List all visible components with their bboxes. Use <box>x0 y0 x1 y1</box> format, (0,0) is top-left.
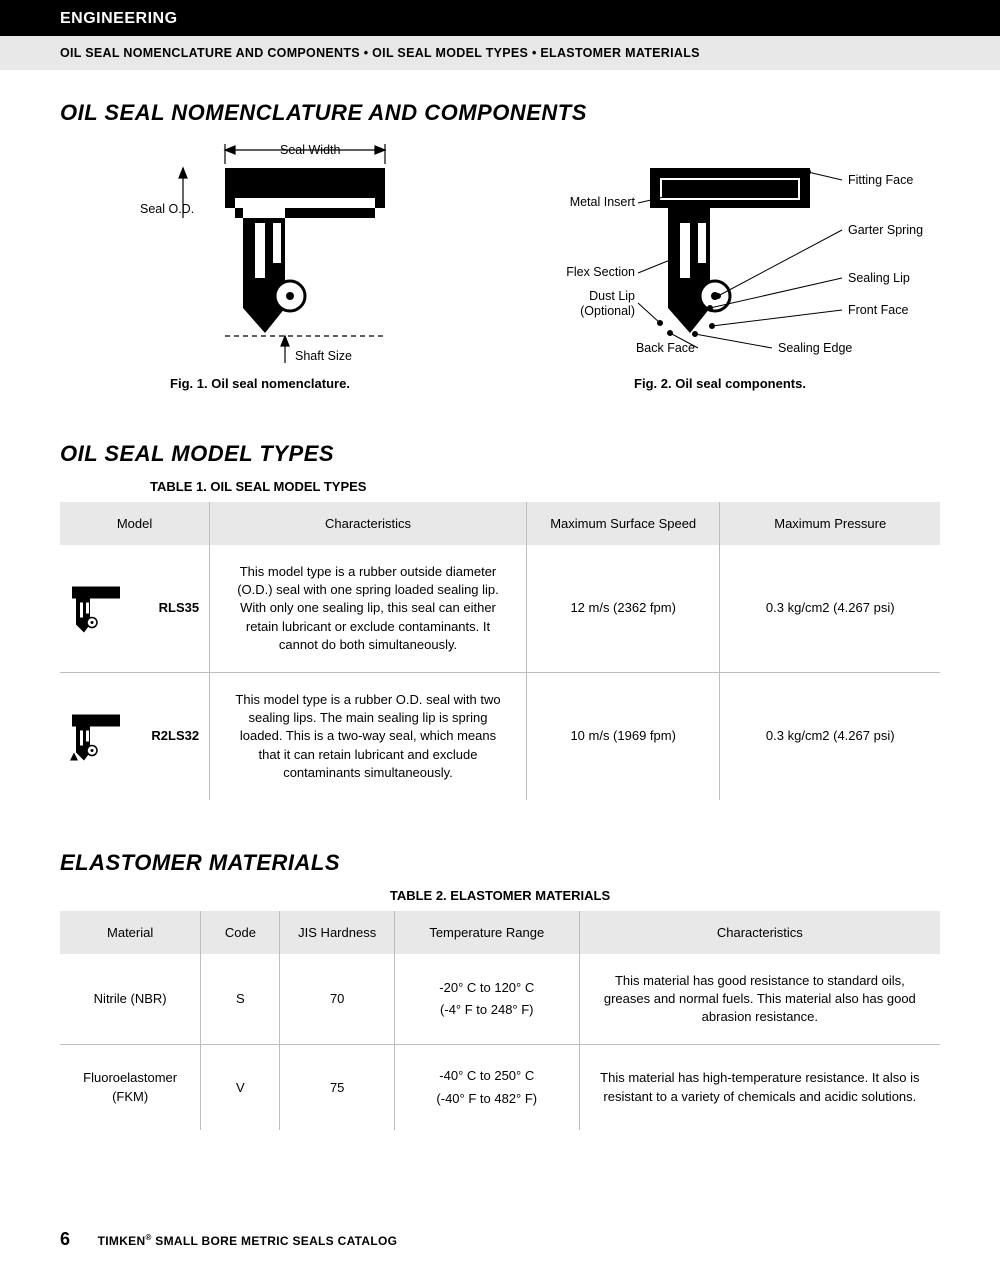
label-seal-width: Seal Width <box>280 143 340 157</box>
label-flex-section: Flex Section <box>566 265 635 279</box>
cell-char: This model type is a rubber O.D. seal wi… <box>210 672 527 799</box>
label-metal-insert: Metal Insert <box>570 195 636 209</box>
cell-char: This model type is a rubber outside diam… <box>210 545 527 672</box>
table-row: Nitrile (NBR) S 70 -20° C to 120° C (-4°… <box>60 954 940 1045</box>
cell-model: R2LS32 <box>60 672 210 799</box>
label-front-face: Front Face <box>848 303 908 317</box>
cell-code: S <box>201 954 280 1045</box>
label-sealing-lip: Sealing Lip <box>848 271 910 285</box>
page-content: OIL SEAL NOMENCLATURE AND COMPONENTS <box>0 70 1000 1130</box>
cell-speed: 10 m/s (1969 fpm) <box>526 672 720 799</box>
cell-char: This material has good resistance to sta… <box>579 954 940 1045</box>
section2-title: OIL SEAL MODEL TYPES <box>60 441 940 467</box>
cell-temp: -20° C to 120° C (-4° F to 248° F) <box>394 954 579 1045</box>
cell-char: This material has high-temperature resis… <box>579 1045 940 1130</box>
th-pressure: Maximum Pressure <box>720 502 940 545</box>
label-back-face: Back Face <box>636 341 695 355</box>
fig1-caption: Fig. 1. Oil seal nomenclature. <box>60 376 460 391</box>
cell-temp: -40° C to 250° C (-40° F to 482° F) <box>394 1045 579 1130</box>
seal-icon <box>70 709 125 764</box>
table2-title: TABLE 2. ELASTOMER MATERIALS <box>60 888 940 903</box>
table-row: Fluoroelastomer (FKM) V 75 -40° C to 250… <box>60 1045 940 1130</box>
cell-material: Fluoroelastomer (FKM) <box>60 1045 201 1130</box>
figure-1: Seal Width Seal O.D. Shaft Size Fig. 1. … <box>60 138 460 391</box>
cell-material: Nitrile (NBR) <box>60 954 201 1045</box>
section1-title: OIL SEAL NOMENCLATURE AND COMPONENTS <box>60 100 940 126</box>
cell-pressure: 0.3 kg/cm2 (4.267 psi) <box>720 672 940 799</box>
table-model-types: Model Characteristics Maximum Surface Sp… <box>60 502 940 800</box>
table1-title: TABLE 1. OIL SEAL MODEL TYPES <box>60 479 940 494</box>
cell-model: RLS35 <box>60 545 210 672</box>
label-sealing-edge: Sealing Edge <box>778 341 852 355</box>
label-seal-od: Seal O.D. <box>140 202 194 216</box>
th-char: Characteristics <box>210 502 527 545</box>
cell-pressure: 0.3 kg/cm2 (4.267 psi) <box>720 545 940 672</box>
section3-title: ELASTOMER MATERIALS <box>60 850 940 876</box>
cell-hardness: 70 <box>280 954 394 1045</box>
cell-speed: 12 m/s (2362 fpm) <box>526 545 720 672</box>
seal-icon <box>70 581 125 636</box>
page-number: 6 <box>60 1229 70 1249</box>
th-temp: Temperature Range <box>394 911 579 954</box>
cell-hardness: 75 <box>280 1045 394 1130</box>
cell-code: V <box>201 1045 280 1130</box>
footer-brand: TIMKEN® SMALL BORE METRIC SEALS CATALOG <box>98 1234 398 1248</box>
fig2-caption: Fig. 2. Oil seal components. <box>500 376 940 391</box>
label-dust-lip-sub: (Optional) <box>580 304 635 318</box>
label-dust-lip: Dust Lip <box>589 289 635 303</box>
page-footer: 6 TIMKEN® SMALL BORE METRIC SEALS CATALO… <box>60 1229 397 1250</box>
label-shaft-size: Shaft Size <box>295 349 352 363</box>
th-code: Code <box>201 911 280 954</box>
th-speed: Maximum Surface Speed <box>526 502 720 545</box>
label-garter-spring: Garter Spring <box>848 223 923 237</box>
th-char: Characteristics <box>579 911 940 954</box>
figures-row: Seal Width Seal O.D. Shaft Size Fig. 1. … <box>60 138 940 391</box>
th-model: Model <box>60 502 210 545</box>
th-material: Material <box>60 911 201 954</box>
table-row: RLS35 This model type is a rubber outsid… <box>60 545 940 672</box>
fig1-svg: Seal Width Seal O.D. Shaft Size <box>80 138 440 368</box>
fig2-svg: Metal Insert Flex Section Dust Lip (Opti… <box>500 138 940 368</box>
header-breadcrumb: OIL SEAL NOMENCLATURE AND COMPONENTS • O… <box>0 36 1000 70</box>
header-category: ENGINEERING <box>0 0 1000 36</box>
table-row: R2LS32 This model type is a rubber O.D. … <box>60 672 940 799</box>
th-hardness: JIS Hardness <box>280 911 394 954</box>
figure-2: Metal Insert Flex Section Dust Lip (Opti… <box>500 138 940 391</box>
label-fitting-face: Fitting Face <box>848 173 913 187</box>
table-elastomer: Material Code JIS Hardness Temperature R… <box>60 911 940 1130</box>
